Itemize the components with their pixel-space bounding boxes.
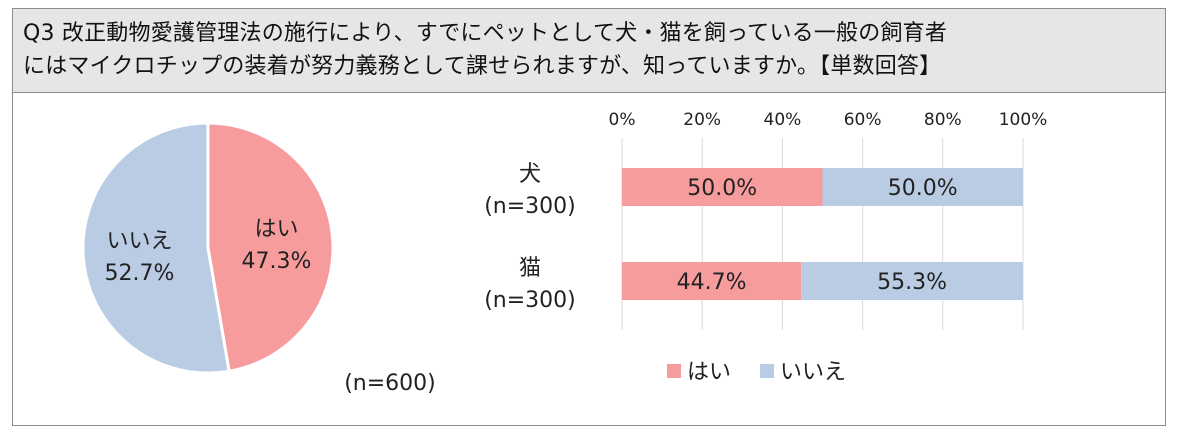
pie-slice-no [81, 121, 231, 375]
bar-segment-yes [622, 168, 823, 206]
bar-segment-no [801, 262, 1023, 300]
bar-data-label: 44.7% [677, 270, 747, 295]
category-label: 犬 [519, 162, 541, 187]
bar-data-label: 55.3% [877, 270, 947, 295]
category-sample-size: (n=300) [484, 194, 576, 219]
question-line-1: Q3 改正動物愛護管理法の施行により、すでにペットとして犬・猫を飼っている一般の… [23, 21, 948, 46]
pie-value-yes: 47.3% [242, 249, 312, 274]
x-tick-label: 20% [683, 110, 721, 130]
bar-data-label: 50.0% [888, 176, 958, 201]
legend-label-no: いいえ [780, 360, 846, 385]
bar-data-label: 50.0% [687, 176, 757, 201]
legend-swatch-no [760, 364, 774, 378]
question-header: Q3 改正動物愛護管理法の施行により、すでにペットとして犬・猫を飼っている一般の… [13, 9, 1165, 93]
pie-value-no: 52.7% [105, 261, 175, 286]
x-tick-label: 100% [999, 110, 1048, 130]
x-tick-label: 60% [844, 110, 882, 130]
pie-sample-size: (n=600) [344, 371, 436, 396]
legend-label-yes: はい [687, 360, 731, 385]
pie-label-yes: はい [254, 217, 298, 242]
question-line-2: にはマイクロチップの装着が努力義務として課せられますが、知っていますか。【単数回… [23, 54, 942, 79]
x-tick-label: 80% [924, 110, 962, 130]
pie-slice-yes [206, 121, 335, 373]
bar-segment-yes [622, 262, 802, 300]
x-tick-label: 0% [609, 110, 636, 130]
x-tick-label: 40% [764, 110, 802, 130]
category-sample-size: (n=300) [484, 288, 576, 313]
legend-swatch-yes [667, 364, 681, 378]
pie-label-no: いいえ [106, 229, 172, 254]
category-label: 猫 [519, 256, 541, 281]
bar-segment-no [822, 168, 1023, 206]
